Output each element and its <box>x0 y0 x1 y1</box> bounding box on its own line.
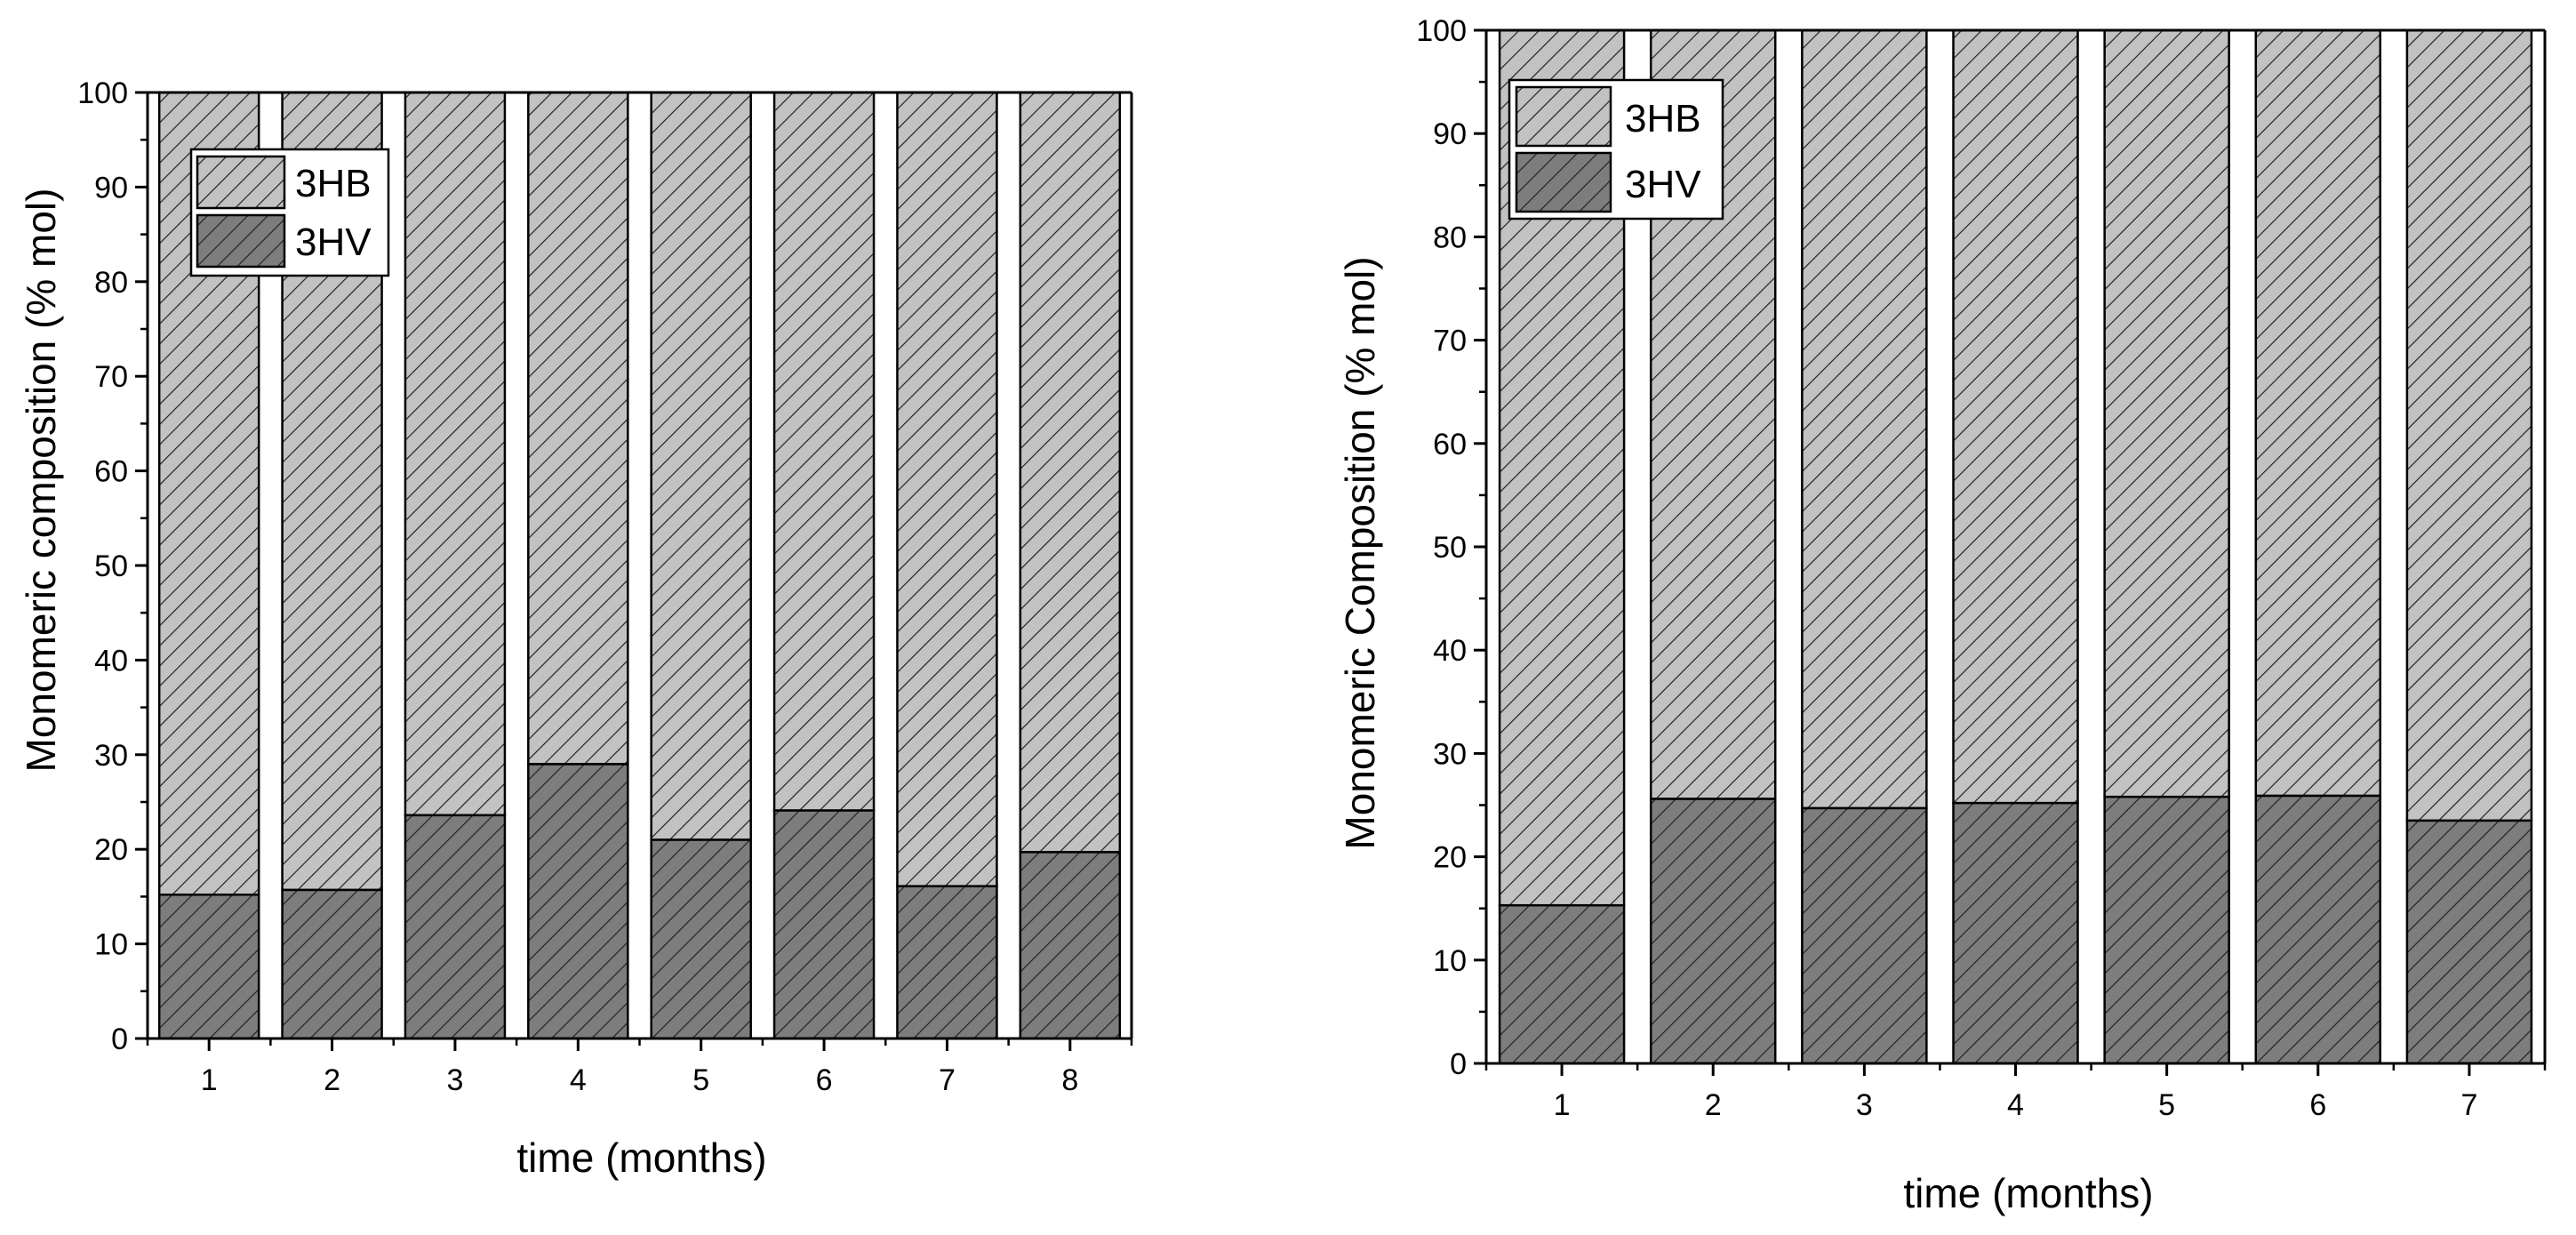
left-ytick-label-60: 60 <box>94 455 128 489</box>
right-legend-label-3hv: 3HV <box>1625 163 1701 206</box>
left-bar-3hv-8 <box>1019 851 1122 1040</box>
right-legend-swatch-3hb <box>1515 85 1612 148</box>
left-ytick-label-10: 10 <box>94 928 128 962</box>
right-ytick-label-30: 30 <box>1433 737 1467 771</box>
left-bar-3hb-7 <box>896 91 998 887</box>
left-bar-3hv-3 <box>404 814 507 1040</box>
right-bar-3hv-5 <box>2103 795 2230 1065</box>
right-xtick-label-4: 4 <box>2007 1088 2024 1122</box>
right-ytick-label-10: 10 <box>1433 944 1467 978</box>
left-bar-3hv-6 <box>772 809 876 1040</box>
left-bar-3hb-6 <box>772 91 876 812</box>
right-ytick-label-50: 50 <box>1433 531 1467 565</box>
left-ytick-label-20: 20 <box>94 833 128 867</box>
right-chart-ylabel: Monomeric Composition (% mol) <box>1337 256 1383 849</box>
right-ytick-label-100: 100 <box>1416 14 1467 48</box>
right-bar-3hv-3 <box>1801 806 1928 1065</box>
left-bar-3hb-4 <box>527 91 629 766</box>
right-legend-label-3hb: 3HB <box>1625 97 1701 140</box>
right-xtick-label-1: 1 <box>1554 1088 1571 1122</box>
right-bar-3hv-4 <box>1952 801 2079 1065</box>
left-chart-xlabel: time (months) <box>516 1135 766 1181</box>
left-bar-3hv-2 <box>281 888 383 1040</box>
left-xtick-label-1: 1 <box>201 1063 218 1097</box>
left-legend-swatch-3hb <box>196 155 286 210</box>
right-xtick-label-2: 2 <box>1705 1088 1722 1122</box>
right-bar-3hv-7 <box>2405 819 2533 1065</box>
left-ytick-label-80: 80 <box>94 266 128 300</box>
left-chart-legend: 3HB 3HV <box>189 148 390 277</box>
left-bar-3hv-4 <box>527 763 629 1040</box>
right-bar-3hv-2 <box>1649 798 1777 1065</box>
left-ytick-label-90: 90 <box>94 171 128 204</box>
left-legend-label-3hv: 3HV <box>295 221 372 264</box>
right-bar-3hb-3 <box>1801 28 1928 810</box>
left-ytick-label-100: 100 <box>77 76 128 110</box>
right-ytick-label-40: 40 <box>1433 634 1467 668</box>
left-bar-3hb-3 <box>404 91 507 817</box>
left-chart-ylabel: Monomeric composition (% mol) <box>18 188 64 773</box>
left-ytick-label-70: 70 <box>94 360 128 394</box>
left-ytick-label-0: 0 <box>111 1022 128 1056</box>
right-chart-legend: 3HB 3HV <box>1508 78 1724 221</box>
right-ytick-label-80: 80 <box>1433 221 1467 254</box>
right-legend-swatch-3hv <box>1515 151 1612 213</box>
right-xtick-label-6: 6 <box>2309 1088 2326 1122</box>
left-bar-3hv-1 <box>157 894 260 1040</box>
right-ytick-label-0: 0 <box>1450 1047 1467 1081</box>
left-xtick-label-4: 4 <box>570 1063 587 1097</box>
left-bar-3hb-8 <box>1019 91 1122 854</box>
right-ytick-label-20: 20 <box>1433 841 1467 875</box>
right-ytick-label-70: 70 <box>1433 325 1467 358</box>
left-ytick-label-50: 50 <box>94 549 128 583</box>
left-bar-3hv-7 <box>896 885 998 1040</box>
left-legend-swatch-3hv <box>196 213 286 269</box>
right-bar-3hb-6 <box>2254 28 2382 798</box>
left-xtick-label-3: 3 <box>446 1063 463 1097</box>
right-ytick-label-60: 60 <box>1433 428 1467 461</box>
left-xtick-label-8: 8 <box>1061 1063 1078 1097</box>
right-bar-3hv-6 <box>2254 794 2382 1065</box>
right-chart-panel: Monomeric Composition (% mol) time (mont… <box>1337 14 2547 1216</box>
left-chart-panel: Monomeric composition (% mol) time (mont… <box>18 76 1133 1181</box>
right-bar-3hb-4 <box>1952 28 2079 805</box>
left-ytick-label-40: 40 <box>94 644 128 678</box>
right-xtick-label-7: 7 <box>2460 1088 2477 1122</box>
left-bar-3hb-5 <box>650 91 752 841</box>
left-xtick-label-2: 2 <box>324 1063 340 1097</box>
right-bar-3hb-5 <box>2103 28 2230 798</box>
left-legend-label-3hb: 3HB <box>295 162 372 205</box>
left-xtick-label-7: 7 <box>939 1063 956 1097</box>
right-bar-3hv-1 <box>1498 903 1626 1065</box>
left-xtick-label-6: 6 <box>816 1063 833 1097</box>
right-bar-3hb-7 <box>2405 28 2533 822</box>
right-xtick-label-5: 5 <box>2158 1088 2175 1122</box>
left-xtick-label-5: 5 <box>692 1063 709 1097</box>
right-ytick-label-90: 90 <box>1433 117 1467 151</box>
left-ytick-label-30: 30 <box>94 739 128 773</box>
right-chart-xlabel: time (months) <box>1903 1170 2153 1216</box>
right-xtick-label-3: 3 <box>1856 1088 1873 1122</box>
left-bar-3hv-5 <box>650 838 752 1040</box>
